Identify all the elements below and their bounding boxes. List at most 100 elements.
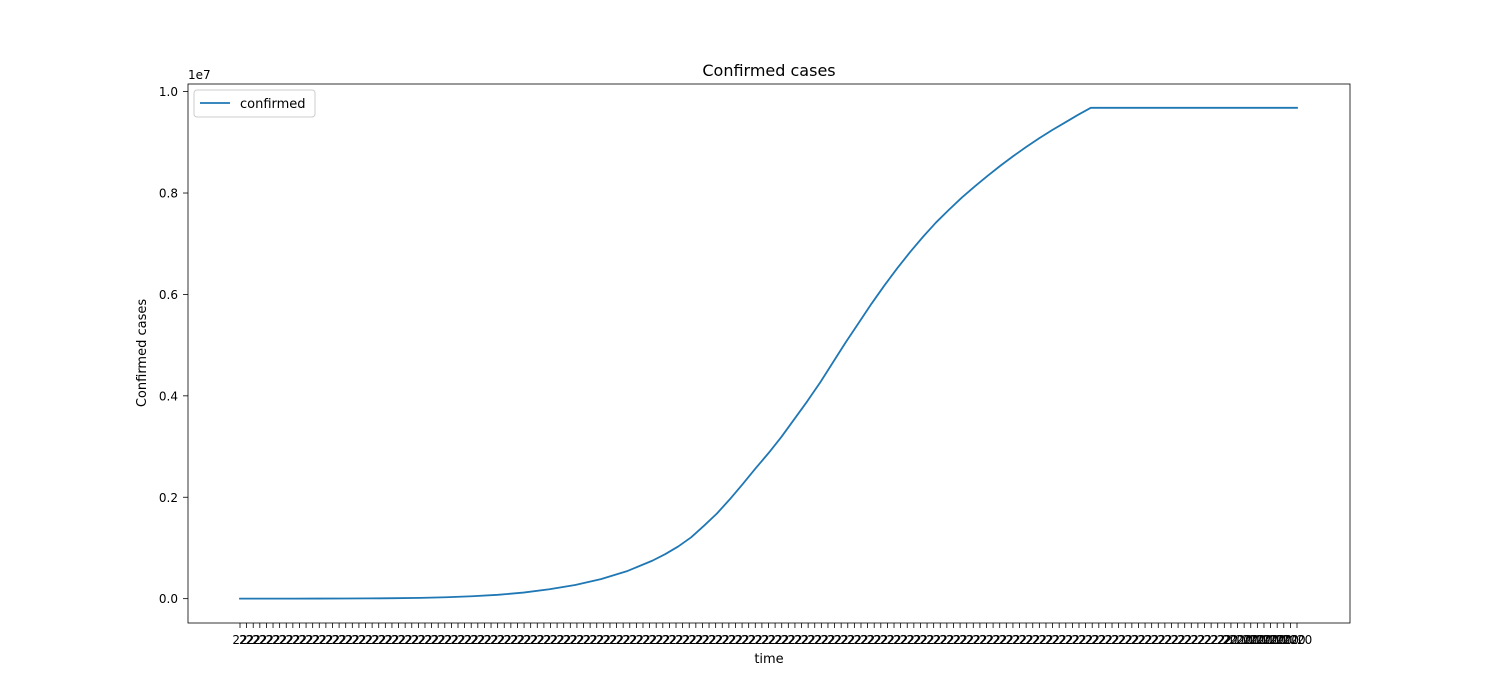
x-tick-label: 22 — [602, 633, 617, 647]
y-tick-label: 0.0 — [159, 592, 178, 606]
x-tick-label: 2020 — [1262, 633, 1293, 647]
x-tick-label: 22 — [1032, 633, 1047, 647]
x-tick-label: 22 — [939, 633, 954, 647]
x-tick-label: 22 — [774, 633, 789, 647]
x-tick-label: 22 — [926, 633, 941, 647]
x-tick-label: 22 — [814, 633, 829, 647]
x-tick-label: 22 — [1052, 633, 1067, 647]
series-line-confirmed — [239, 106, 1298, 600]
x-axis-label: time — [754, 652, 783, 667]
y-tick-label: 0.6 — [159, 288, 178, 302]
x-tick-label: 22 — [404, 633, 419, 647]
x-tick-label: 22 — [635, 633, 650, 647]
x-tick-label: 22 — [563, 633, 578, 647]
x-tick-label: 22 — [285, 633, 300, 647]
x-tick-label: 22 — [292, 633, 307, 647]
x-tick-label: 22 — [318, 633, 333, 647]
x-tick-label: 22 — [741, 633, 756, 647]
x-tick-label: 22 — [1210, 633, 1225, 647]
x-tick-label: 22 — [431, 633, 446, 647]
x-tick-label: 22 — [701, 633, 716, 647]
x-tick-label: 22 — [748, 633, 763, 647]
x-tick-label: 22 — [847, 633, 862, 647]
x-tick-label: 22 — [972, 633, 987, 647]
y-tick-label: 0.2 — [159, 491, 178, 505]
chart-title: Confirmed cases — [702, 61, 835, 80]
x-tick-label: 22 — [682, 633, 697, 647]
x-tick-label: 22 — [1038, 633, 1053, 647]
x-tick-label: 2020 — [1222, 633, 1253, 647]
x-tick-label: 22 — [516, 633, 531, 647]
y-tick-label: 1.0 — [159, 85, 178, 99]
x-tick-label: 22 — [239, 633, 254, 647]
x-tick-label: 22 — [1197, 633, 1212, 647]
x-tick-label: 22 — [1085, 633, 1100, 647]
x-tick-label: 22 — [642, 633, 657, 647]
x-tick-label: 22 — [371, 633, 386, 647]
x-tick-label: 22 — [1012, 633, 1027, 647]
x-tick-label: 22 — [325, 633, 340, 647]
x-tick-label: 22 — [880, 633, 895, 647]
x-tick-label: 22 — [1131, 633, 1146, 647]
x-tick-label: 22 — [530, 633, 545, 647]
x-tick-label: 22 — [1203, 633, 1218, 647]
x-tick-label: 22 — [450, 633, 465, 647]
x-tick-label: 22 — [1177, 633, 1192, 647]
x-tick-label: 22 — [708, 633, 723, 647]
x-tick-label: 22 — [536, 633, 551, 647]
x-tick-label: 22 — [1065, 633, 1080, 647]
x-tick-label: 22 — [860, 633, 875, 647]
x-tick-label: 22 — [358, 633, 373, 647]
x-tick-label: 22 — [629, 633, 644, 647]
x-tick-label: 22 — [457, 633, 472, 647]
x-tick-label: 22 — [464, 633, 479, 647]
x-tick-label: 22 — [893, 633, 908, 647]
x-tick-label: 22 — [688, 633, 703, 647]
x-tick-label: 22 — [596, 633, 611, 647]
x-tick-marks — [239, 623, 1298, 628]
x-tick-label: 22 — [497, 633, 512, 647]
x-tick-label: 22 — [1223, 633, 1238, 647]
x-tick-label: 22 — [675, 633, 690, 647]
x-tick-label: 22 — [569, 633, 584, 647]
x-tick-label: 22 — [728, 633, 743, 647]
y-offset-label: 1e7 — [188, 68, 211, 82]
x-tick-label: 2020 — [1269, 633, 1300, 647]
x-tick-label: 22 — [417, 633, 432, 647]
x-tick-label: 22 — [378, 633, 393, 647]
x-tick-label: 22 — [298, 633, 313, 647]
x-tick-label: 22 — [232, 633, 247, 647]
x-tick-label: 22 — [933, 633, 948, 647]
x-tick-label: 22 — [807, 633, 822, 647]
x-tick-label: 22 — [787, 633, 802, 647]
x-tick-label: 22 — [867, 633, 882, 647]
x-tick-label: 22 — [246, 633, 261, 647]
x-tick-label: 22 — [1058, 633, 1073, 647]
x-tick-label: 22 — [582, 633, 597, 647]
x-tick-label: 22 — [952, 633, 967, 647]
x-tick-label: 22 — [279, 633, 294, 647]
x-tick-label: 22 — [655, 633, 670, 647]
x-tick-label: 22 — [754, 633, 769, 647]
x-tick-label: 22 — [1045, 633, 1060, 647]
x-tick-label: 22 — [820, 633, 835, 647]
x-tick-label: 22 — [345, 633, 360, 647]
legend-box — [193, 89, 316, 118]
x-tick-label: 22 — [873, 633, 888, 647]
x-tick-label: 22 — [411, 633, 426, 647]
x-tick-label: 22 — [800, 633, 815, 647]
x-tick-label: 22 — [576, 633, 591, 647]
x-tick-label: 2020 — [1275, 633, 1306, 647]
x-tick-label: 22 — [1157, 633, 1172, 647]
x-tick-label: 2020 — [1255, 633, 1286, 647]
x-tick-label: 22 — [305, 633, 320, 647]
x-tick-label: 22 — [1164, 633, 1179, 647]
x-tick-label: 22 — [1124, 633, 1139, 647]
x-tick-label: 22 — [470, 633, 485, 647]
x-tick-label: 22 — [1098, 633, 1113, 647]
x-tick-label: 22 — [840, 633, 855, 647]
x-tick-label: 2020 — [1282, 633, 1313, 647]
x-tick-label: 2020 — [1242, 633, 1273, 647]
x-tick-label: 22 — [503, 633, 518, 647]
x-tick-label: 22 — [794, 633, 809, 647]
